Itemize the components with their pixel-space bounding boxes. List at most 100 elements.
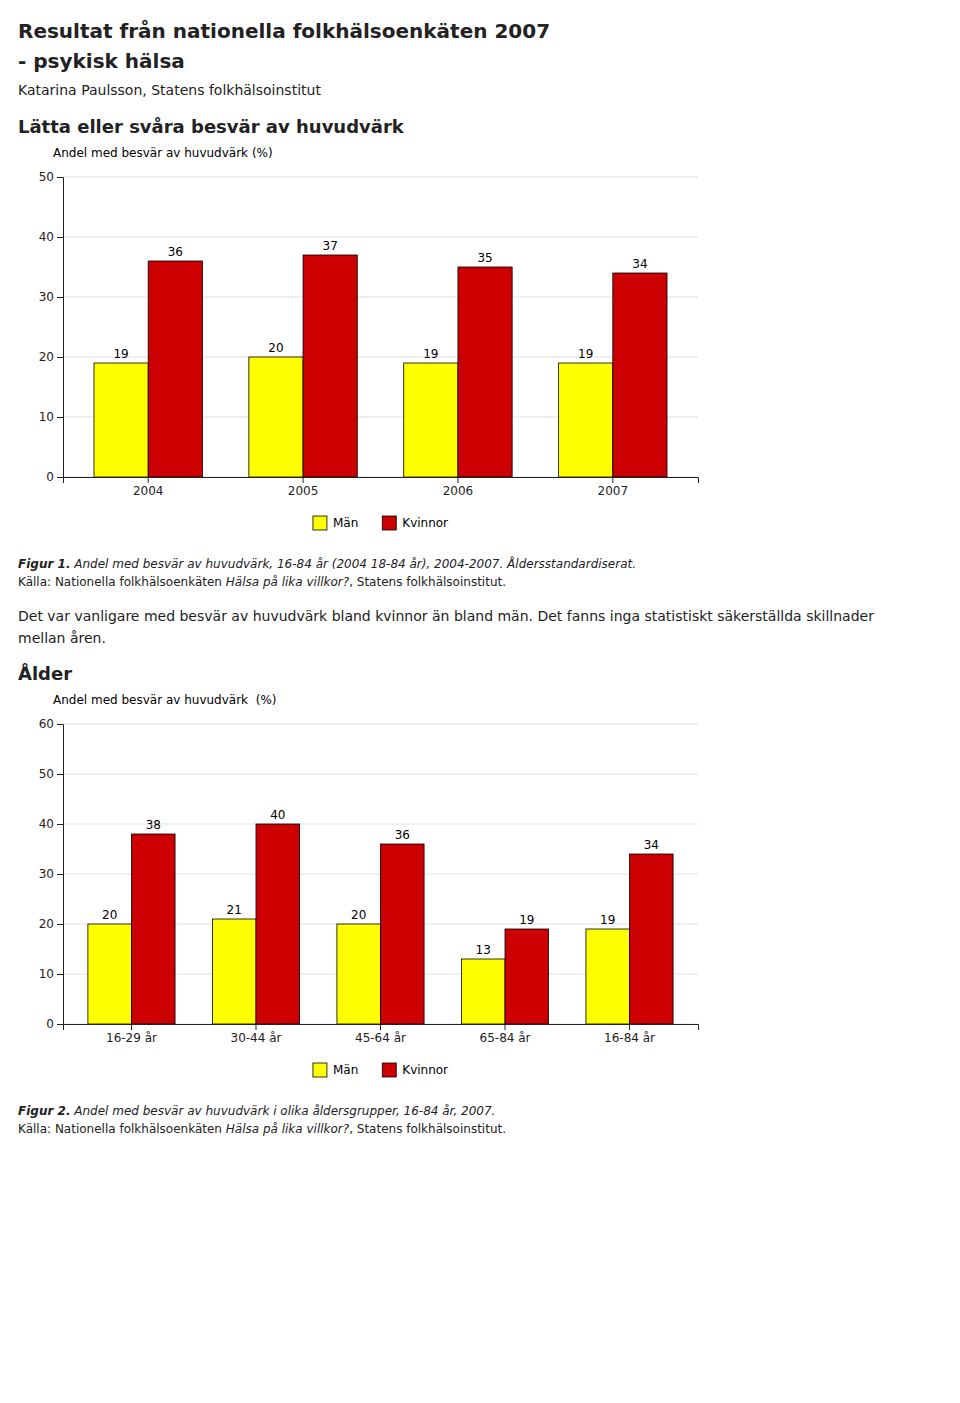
data-label: 34 bbox=[632, 257, 647, 271]
page: Resultat från nationella folkhälsoenkäte… bbox=[0, 0, 960, 1154]
bar bbox=[630, 854, 674, 1024]
y-tick-label: 0 bbox=[46, 470, 54, 484]
x-tick: 2006 bbox=[443, 477, 474, 498]
bar bbox=[458, 267, 512, 477]
tick-mark bbox=[57, 477, 63, 478]
source-text: Hälsa på lika villkor? bbox=[226, 1122, 349, 1136]
data-label: 36 bbox=[168, 245, 183, 259]
bar bbox=[559, 363, 613, 477]
bar bbox=[505, 929, 549, 1024]
y-tick: 30 bbox=[39, 290, 63, 304]
tick-mark bbox=[255, 1024, 256, 1030]
tick-mark bbox=[57, 237, 63, 238]
bar bbox=[404, 363, 458, 477]
y-tick: 0 bbox=[46, 1017, 63, 1031]
axis-line bbox=[57, 725, 64, 1025]
y-tick-label: 40 bbox=[39, 817, 54, 831]
y-tick-label: 10 bbox=[39, 967, 54, 981]
data-label: 20 bbox=[268, 341, 283, 355]
plot: 2021201319384036193416-29 år30-44 år45-6… bbox=[39, 717, 699, 1044]
grid-line bbox=[63, 724, 698, 725]
bar bbox=[303, 255, 357, 477]
tick-mark bbox=[148, 477, 149, 483]
y-tick-label: 30 bbox=[39, 290, 54, 304]
x-tick: 16-84 år bbox=[604, 1024, 655, 1045]
legend-swatch bbox=[313, 516, 327, 530]
caption-line: Figur 1. Andel med besvär av huvudvärk, … bbox=[18, 555, 942, 573]
tick-mark bbox=[57, 357, 63, 358]
legend-item: Kvinnor bbox=[382, 516, 448, 530]
x-tick-label: 2005 bbox=[288, 484, 319, 498]
bar bbox=[461, 959, 505, 1024]
tick-mark bbox=[57, 417, 63, 418]
source-text: Källa: Nationella folkhälsoenkäten bbox=[18, 1122, 226, 1136]
data-label: 35 bbox=[477, 251, 492, 265]
tick-mark bbox=[57, 297, 63, 298]
grid bbox=[63, 177, 698, 477]
x-tick-label: 2007 bbox=[598, 484, 629, 498]
tick-mark bbox=[57, 924, 63, 925]
y-tick-label: 0 bbox=[46, 1017, 54, 1031]
y-tick-label: 40 bbox=[39, 230, 54, 244]
axis-line bbox=[64, 1025, 699, 1031]
caption-source: Källa: Nationella folkhälsoenkäten Hälsa… bbox=[18, 573, 942, 591]
bars bbox=[94, 255, 667, 477]
grid-line bbox=[63, 237, 698, 238]
source-text: Hälsa på lika villkor? bbox=[226, 575, 349, 589]
bar bbox=[212, 919, 256, 1024]
data-labels: 20212013193840361934 bbox=[102, 808, 659, 957]
legend-label: Män bbox=[333, 516, 358, 530]
tick-mark bbox=[629, 1024, 630, 1030]
caption-text: Andel med besvär av huvudvärk i olika ål… bbox=[70, 1104, 495, 1118]
data-label: 36 bbox=[395, 828, 410, 842]
legend-label: Kvinnor bbox=[402, 1063, 448, 1077]
x-tick: 2004 bbox=[133, 477, 164, 498]
tick-mark bbox=[57, 724, 63, 725]
y-tick: 50 bbox=[39, 767, 63, 781]
section-title: Lätta eller svåra besvär av huvudvärk bbox=[18, 116, 942, 137]
y-tick-label: 20 bbox=[39, 350, 54, 364]
y-tick: 10 bbox=[39, 967, 63, 981]
tick-mark bbox=[57, 177, 63, 178]
legend-label: Män bbox=[333, 1063, 358, 1077]
description: Det var vanligare med besvär av huvudvär… bbox=[18, 605, 898, 649]
x-tick: 65-84 år bbox=[480, 1024, 531, 1045]
caption-source: Källa: Nationella folkhälsoenkäten Hälsa… bbox=[18, 1120, 942, 1138]
tick-mark bbox=[303, 477, 304, 483]
bar bbox=[613, 273, 667, 477]
data-label: 21 bbox=[227, 903, 242, 917]
bar bbox=[381, 844, 425, 1024]
x-tick-label: 2004 bbox=[133, 484, 164, 498]
tick-mark bbox=[505, 1024, 506, 1030]
y-tick-label: 60 bbox=[39, 717, 54, 731]
legend-item: Män bbox=[313, 516, 358, 530]
x-tick: 45-64 år bbox=[355, 1024, 406, 1045]
x-axis: 16-29 år30-44 år45-64 år65-84 år16-84 år bbox=[64, 1024, 699, 1045]
x-tick-label: 65-84 år bbox=[480, 1031, 531, 1045]
author: Katarina Paulsson, Statens folkhälsoinst… bbox=[18, 82, 942, 98]
section-title: Ålder bbox=[18, 663, 942, 684]
grid bbox=[63, 724, 698, 1024]
y-tick: 40 bbox=[39, 817, 63, 831]
source-text: , Statens folkhälsoinstitut. bbox=[349, 575, 506, 589]
legend-label: Kvinnor bbox=[402, 516, 448, 530]
y-tick: 20 bbox=[39, 917, 63, 931]
tick-mark bbox=[380, 1024, 381, 1030]
bar bbox=[337, 924, 381, 1024]
y-tick-label: 50 bbox=[39, 767, 54, 781]
tick-mark bbox=[457, 477, 458, 483]
axis-line bbox=[64, 478, 699, 484]
tick-mark bbox=[131, 1024, 132, 1030]
x-tick-label: 16-84 år bbox=[604, 1031, 655, 1045]
data-label: 19 bbox=[423, 347, 438, 361]
page-title: Resultat från nationella folkhälsoenkäte… bbox=[18, 16, 942, 46]
bar bbox=[88, 924, 132, 1024]
axis-line bbox=[57, 178, 64, 478]
data-label: 19 bbox=[578, 347, 593, 361]
y-axis-title: Andel med besvär av huvudvärk (%) bbox=[53, 693, 276, 707]
x-axis: 2004 2005 2006 2007 bbox=[64, 477, 699, 498]
page-subtitle: - psykisk hälsa bbox=[18, 46, 942, 76]
legend-swatch bbox=[382, 516, 396, 530]
source-text: Källa: Nationella folkhälsoenkäten bbox=[18, 575, 226, 589]
y-tick: 10 bbox=[39, 410, 63, 424]
